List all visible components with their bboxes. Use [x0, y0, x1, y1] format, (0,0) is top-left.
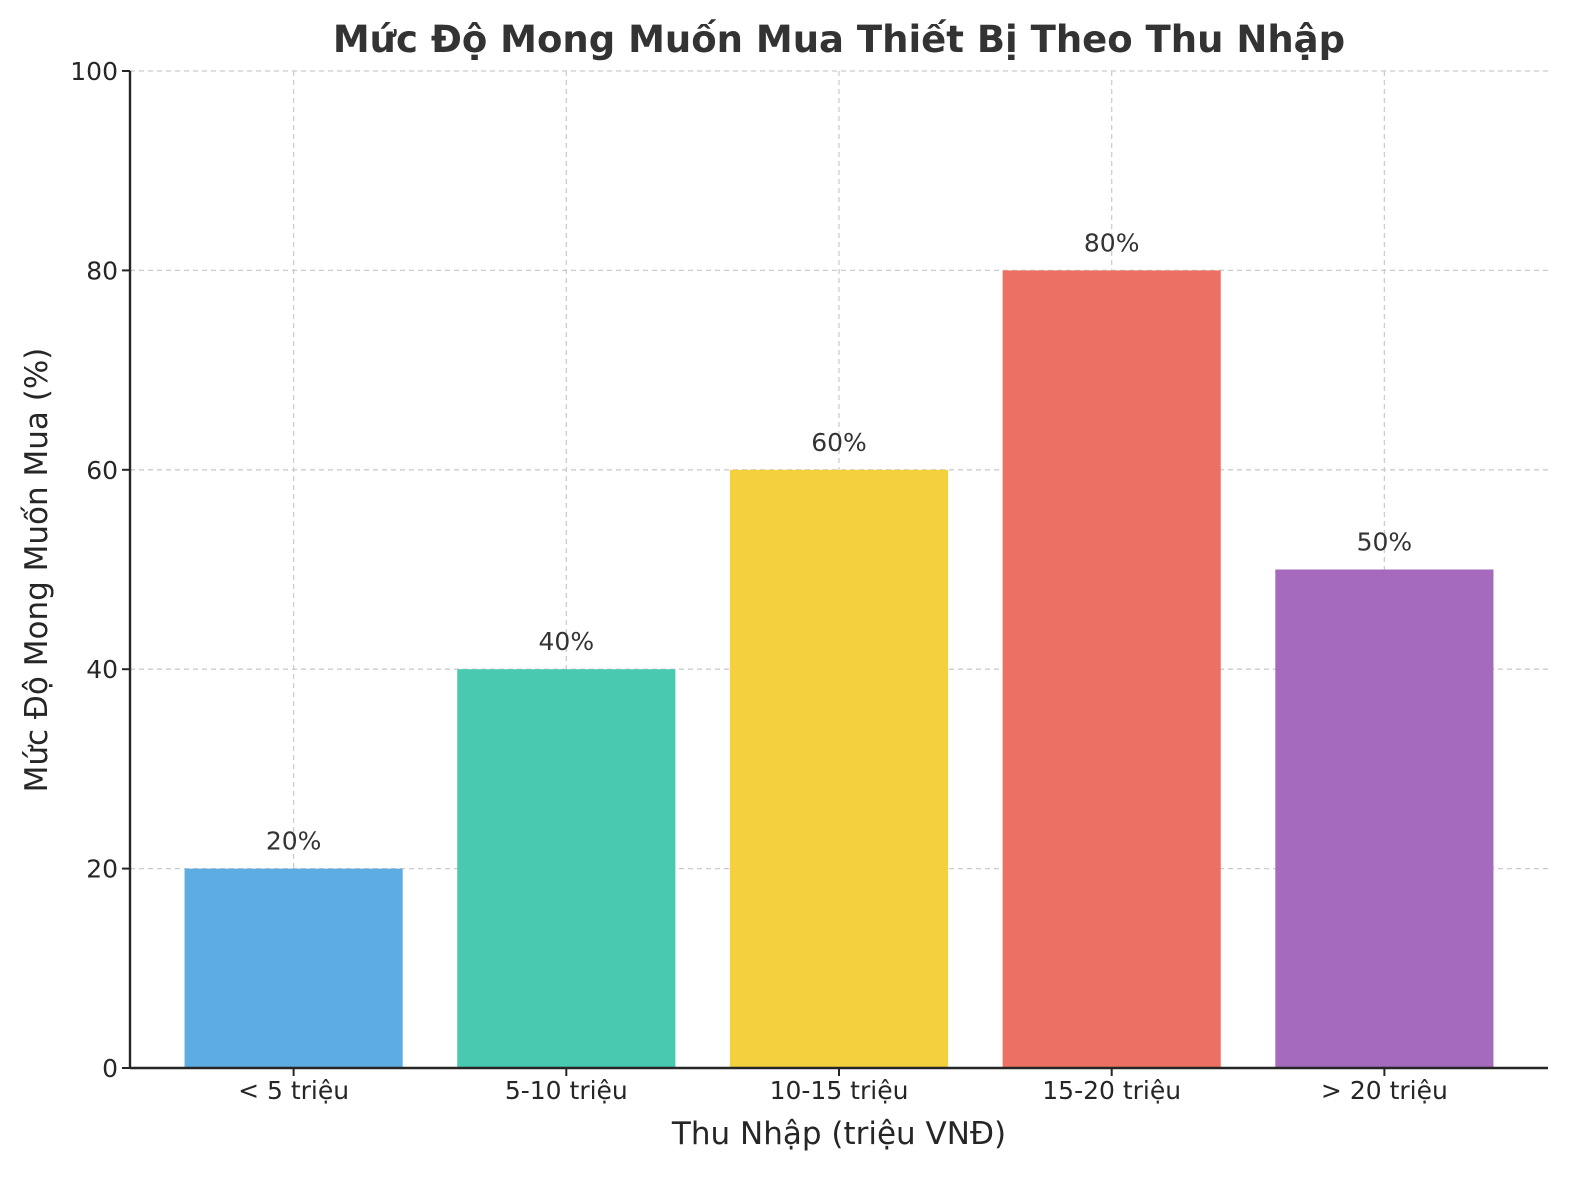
bar — [1002, 270, 1221, 1068]
x-tick-label: 10-15 triệu — [770, 1076, 909, 1105]
y-tick-label: 80 — [86, 256, 118, 285]
data-label: 40% — [539, 627, 595, 656]
x-tick-label: < 5 triệu — [238, 1076, 349, 1105]
data-labels: 20% 40% 60% 80% 50% — [266, 228, 1412, 855]
x-axis-ticks: < 5 triệu 5-10 triệu 10-15 triệu 15-20 triệ… — [238, 1068, 1448, 1105]
x-axis-label: Thu Nhập (triệu VNĐ) — [671, 1116, 1006, 1152]
x-tick-label: > 20 triệu — [1321, 1076, 1448, 1105]
y-axis-ticks: 0 20 40 60 80 100 — [70, 57, 130, 1083]
y-tick-label: 100 — [70, 57, 118, 86]
y-tick-label: 60 — [86, 456, 118, 485]
bar — [729, 469, 949, 1068]
y-tick-label: 20 — [86, 855, 118, 884]
x-tick-label: 5-10 triệu — [505, 1076, 628, 1105]
data-label: 50% — [1357, 528, 1413, 557]
data-label: 20% — [266, 827, 322, 856]
data-label: 80% — [1084, 228, 1140, 257]
bar — [1275, 569, 1494, 1068]
bar — [457, 669, 676, 1068]
chart-title: Mức Độ Mong Muốn Mua Thiết Bị Theo Thu N… — [333, 18, 1345, 61]
y-tick-label: 0 — [102, 1054, 118, 1083]
bars — [184, 270, 1494, 1068]
y-axis-label: Mức Độ Mong Muốn Mua (%) — [19, 348, 55, 793]
data-label: 60% — [811, 428, 867, 457]
bar — [184, 868, 403, 1068]
x-tick-label: 15-20 triệu — [1042, 1076, 1181, 1105]
y-tick-label: 40 — [86, 655, 118, 684]
